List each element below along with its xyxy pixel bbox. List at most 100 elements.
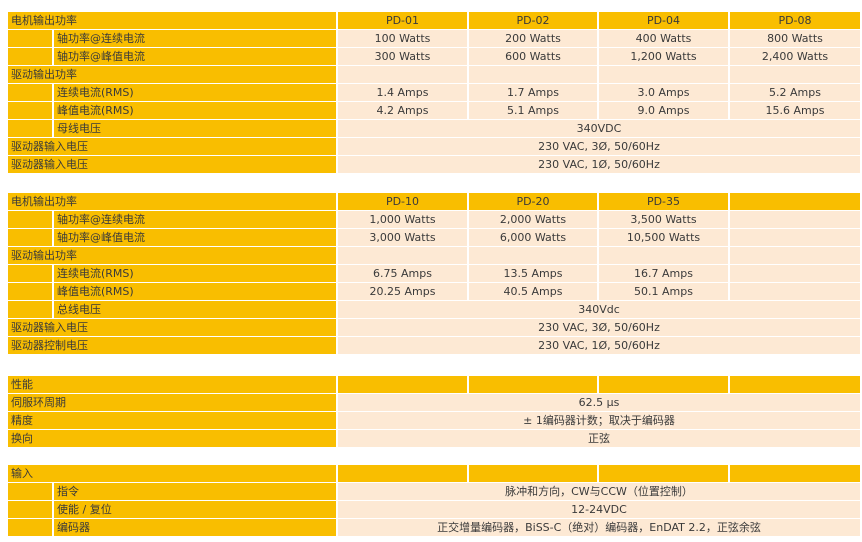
table-row: 轴功率@峰值电流 3,000 Watts 6,000 Watts 10,500 Wat… xyxy=(8,229,860,246)
indent-cell xyxy=(8,229,52,246)
table-row: 总线电压 340Vdc xyxy=(8,301,860,318)
model-header: PD-04 xyxy=(599,12,728,29)
model-header xyxy=(730,465,860,482)
indent-cell xyxy=(8,211,52,228)
section-header-row: 输入 xyxy=(8,465,860,482)
row-label: 性能 xyxy=(8,376,336,393)
row-value xyxy=(730,247,860,264)
table-row: 连续电流(RMS) 1.4 Amps 1.7 Amps 3.0 Amps 5.2 Amp… xyxy=(8,84,860,101)
row-value: 9.0 Amps xyxy=(599,102,728,119)
row-value xyxy=(730,66,860,83)
model-header xyxy=(338,465,467,482)
row-label: 精度 xyxy=(8,412,336,429)
row-value: 6,000 Watts xyxy=(469,229,597,246)
row-value: 正交增量编码器，BiSS-C（绝对）编码器，EnDAT 2.2，正弦余弦 xyxy=(338,519,860,536)
row-value: 230 VAC, 1Ø, 50/60Hz xyxy=(338,156,860,173)
row-value: 1,200 Watts xyxy=(599,48,728,65)
row-label: 电机输出功率 xyxy=(8,12,336,29)
table-row: 换向 正弦 xyxy=(8,430,860,447)
row-value xyxy=(599,66,728,83)
model-header xyxy=(730,376,860,393)
row-label: 输入 xyxy=(8,465,336,482)
row-value xyxy=(469,247,597,264)
indent-cell xyxy=(8,84,52,101)
row-label: 驱动器输入电压 xyxy=(8,319,336,336)
row-label: 总线电压 xyxy=(54,301,336,318)
model-header xyxy=(338,376,467,393)
model-header xyxy=(469,376,597,393)
table-row: 使能 / 复位 12-24VDC xyxy=(8,501,860,518)
row-value: 340VDC xyxy=(338,120,860,137)
spec-table-power-1: 电机输出功率 PD-01 PD-02 PD-04 PD-08 轴功率@连续电流 100 Wa… xyxy=(6,11,862,174)
row-value: 300 Watts xyxy=(338,48,467,65)
indent-cell xyxy=(8,120,52,137)
row-value xyxy=(599,247,728,264)
section-header-row: 电机输出功率 PD-10 PD-20 PD-35 xyxy=(8,193,860,210)
indent-cell xyxy=(8,519,52,536)
row-value: 100 Watts xyxy=(338,30,467,47)
indent-cell xyxy=(8,501,52,518)
row-value: 3.0 Amps xyxy=(599,84,728,101)
table-row: 轴功率@连续电流 100 Watts 200 Watts 400 Watts 800 W… xyxy=(8,30,860,47)
row-value: 1.7 Amps xyxy=(469,84,597,101)
row-value: 230 VAC, 3Ø, 50/60Hz xyxy=(338,319,860,336)
row-label: 驱动器控制电压 xyxy=(8,337,336,354)
row-value: 正弦 xyxy=(338,430,860,447)
row-label: 母线电压 xyxy=(54,120,336,137)
spec-table-inputs: 输入 指令 脉冲和方向，CW与CCW（位置控制） 使能 / 复位 12-24VDC 编码器… xyxy=(6,464,862,537)
row-label: 连续电流(RMS) xyxy=(54,265,336,282)
indent-cell xyxy=(8,301,52,318)
row-value: 230 VAC, 3Ø, 50/60Hz xyxy=(338,138,860,155)
table-row: 指令 脉冲和方向，CW与CCW（位置控制） xyxy=(8,483,860,500)
row-value: 5.1 Amps xyxy=(469,102,597,119)
row-value: 3,500 Watts xyxy=(599,211,728,228)
indent-cell xyxy=(8,265,52,282)
indent-cell xyxy=(8,30,52,47)
row-value xyxy=(469,66,597,83)
row-label: 轴功率@连续电流 xyxy=(54,30,336,47)
row-label: 连续电流(RMS) xyxy=(54,84,336,101)
table-row: 峰值电流(RMS) 20.25 Amps 40.5 Amps 50.1 Amps xyxy=(8,283,860,300)
row-value: 800 Watts xyxy=(730,30,860,47)
row-value: 10,500 Watts xyxy=(599,229,728,246)
row-label: 轴功率@连续电流 xyxy=(54,211,336,228)
row-value: 200 Watts xyxy=(469,30,597,47)
spec-table-performance: 性能 伺服环周期 62.5 μs 精度 ± 1编码器计数；取决于编码器 换向 正弦 xyxy=(6,375,862,448)
model-header: PD-01 xyxy=(338,12,467,29)
row-label: 轴功率@峰值电流 xyxy=(54,229,336,246)
row-label: 伺服环周期 xyxy=(8,394,336,411)
row-value xyxy=(730,229,860,246)
row-value xyxy=(730,211,860,228)
model-header xyxy=(599,465,728,482)
row-value: ± 1编码器计数；取决于编码器 xyxy=(338,412,860,429)
row-label: 驱动输出功率 xyxy=(8,66,336,83)
row-value: 2,000 Watts xyxy=(469,211,597,228)
section-header-row: 电机输出功率 PD-01 PD-02 PD-04 PD-08 xyxy=(8,12,860,29)
row-label: 驱动器输入电压 xyxy=(8,138,336,155)
row-label: 峰值电流(RMS) xyxy=(54,283,336,300)
row-value xyxy=(730,283,860,300)
model-header xyxy=(599,376,728,393)
row-value xyxy=(730,265,860,282)
table-row: 驱动输出功率 xyxy=(8,247,860,264)
row-value: 50.1 Amps xyxy=(599,283,728,300)
table-row: 驱动器控制电压 230 VAC, 1Ø, 50/60Hz xyxy=(8,337,860,354)
table-row: 伺服环周期 62.5 μs xyxy=(8,394,860,411)
row-label: 使能 / 复位 xyxy=(54,501,336,518)
table-row: 编码器 正交增量编码器，BiSS-C（绝对）编码器，EnDAT 2.2，正弦余弦 xyxy=(8,519,860,536)
row-value: 340Vdc xyxy=(338,301,860,318)
table-row: 驱动输出功率 xyxy=(8,66,860,83)
model-header xyxy=(730,193,860,210)
row-value: 15.6 Amps xyxy=(730,102,860,119)
row-value: 400 Watts xyxy=(599,30,728,47)
indent-cell xyxy=(8,48,52,65)
model-header: PD-20 xyxy=(469,193,597,210)
row-value: 1,000 Watts xyxy=(338,211,467,228)
row-value: 12-24VDC xyxy=(338,501,860,518)
row-value: 40.5 Amps xyxy=(469,283,597,300)
row-value: 2,400 Watts xyxy=(730,48,860,65)
table-row: 连续电流(RMS) 6.75 Amps 13.5 Amps 16.7 Amps xyxy=(8,265,860,282)
row-value xyxy=(338,66,467,83)
row-label: 驱动输出功率 xyxy=(8,247,336,264)
row-value: 230 VAC, 1Ø, 50/60Hz xyxy=(338,337,860,354)
